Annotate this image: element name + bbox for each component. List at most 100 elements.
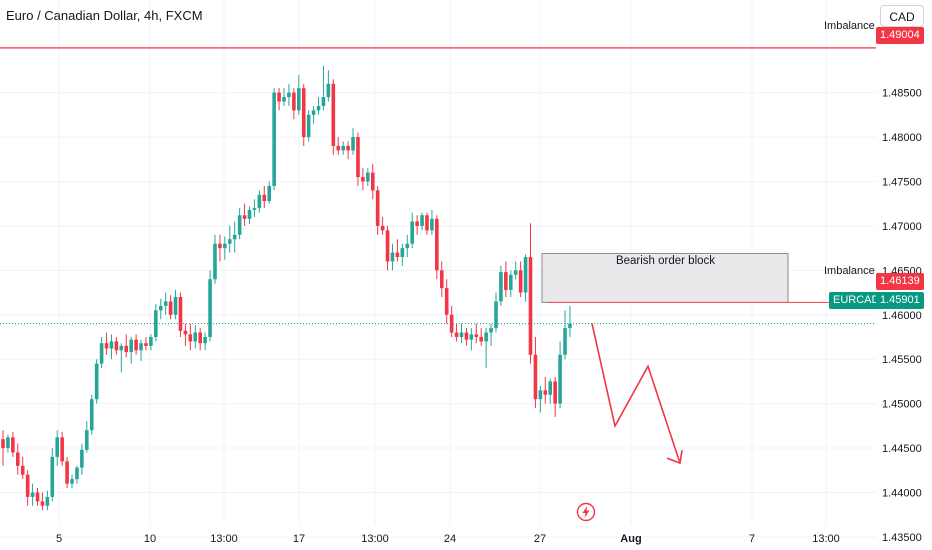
- candle-body: [356, 137, 360, 178]
- candle-body: [425, 215, 429, 231]
- imbalance-top-price-tag: 1.49004: [876, 27, 924, 44]
- candle-body: [55, 437, 60, 457]
- y-tick-label: 1.46000: [882, 310, 922, 322]
- candle-body: [346, 145, 350, 151]
- y-axis: 1.485001.480001.475001.470001.465001.460…: [882, 88, 922, 544]
- candle-body: [297, 88, 301, 111]
- y-tick-label: 1.44000: [882, 487, 922, 499]
- candle-body: [469, 334, 474, 340]
- candle-body: [15, 452, 20, 466]
- candle-body: [188, 334, 193, 342]
- candle-body: [538, 390, 543, 400]
- candle-body: [449, 314, 454, 333]
- lightning-icon[interactable]: [576, 502, 596, 522]
- imbalance-mid-price-tag: 1.46139: [876, 273, 924, 290]
- candle-body: [134, 339, 138, 351]
- candle-body: [277, 92, 281, 102]
- candle-body: [543, 390, 548, 395]
- candle-body: [94, 363, 99, 400]
- candle-body: [168, 301, 173, 315]
- x-tick-label: 27: [534, 533, 546, 545]
- last-price-tag: 1.45901: [876, 292, 924, 309]
- candle-body: [163, 301, 168, 306]
- candle-body: [301, 88, 306, 138]
- candle-body: [223, 243, 227, 249]
- candle-body: [20, 465, 25, 475]
- projection-path: [591, 323, 681, 464]
- candle-body: [385, 230, 390, 262]
- candle-body: [370, 172, 375, 191]
- candle-body: [326, 83, 331, 98]
- candle-body: [311, 110, 316, 115]
- candle-body: [331, 83, 336, 146]
- candle-body: [85, 430, 89, 450]
- y-tick-label: 1.43500: [882, 532, 922, 544]
- candle-body: [158, 305, 163, 311]
- candle-body: [114, 341, 119, 351]
- candle-body: [119, 345, 124, 351]
- candle-body: [60, 437, 64, 462]
- candle-body: [183, 330, 188, 335]
- candle-body: [193, 332, 198, 342]
- candle-body: [361, 177, 365, 182]
- candle-body: [439, 270, 444, 289]
- candle-body: [479, 336, 484, 342]
- candle-body: [504, 272, 508, 290]
- candle-body: [30, 492, 35, 497]
- candle-body: [430, 218, 434, 231]
- order-block-label: Bearish order block: [615, 255, 716, 267]
- candle-body: [513, 270, 518, 275]
- x-tick-label: 10: [144, 533, 156, 545]
- candle-body: [420, 215, 424, 226]
- projection-arrow: [591, 323, 683, 465]
- candle-body: [306, 114, 311, 138]
- y-tick-label: 1.47000: [882, 221, 922, 233]
- candle-body: [341, 145, 345, 151]
- candle-body: [464, 332, 469, 340]
- candle-body: [454, 332, 459, 337]
- candle-body: [508, 274, 513, 290]
- level-lines: [0, 47, 876, 325]
- imbalance-mid-label: Imbalance: [824, 265, 875, 277]
- x-tick-label: 5: [56, 533, 62, 545]
- candle-body: [316, 105, 321, 111]
- candle-body: [139, 343, 143, 351]
- candle-body: [242, 215, 247, 219]
- candle-body: [237, 215, 242, 235]
- candles: [1, 65, 572, 511]
- candle-body: [35, 492, 40, 502]
- candle-body: [415, 221, 419, 226]
- candle-body: [366, 172, 370, 182]
- candle-body: [435, 218, 439, 271]
- currency-button[interactable]: CAD: [880, 5, 924, 27]
- candle-body: [80, 449, 84, 468]
- candle-body: [89, 399, 94, 431]
- candle-body: [25, 474, 30, 497]
- x-tick-label: 13:00: [812, 533, 840, 545]
- candle-body: [282, 97, 286, 102]
- candle-body: [558, 354, 562, 404]
- y-tick-label: 1.48000: [882, 132, 922, 144]
- candle-body: [390, 252, 395, 262]
- x-tick-label: 13:00: [361, 533, 389, 545]
- candle-body: [232, 234, 237, 240]
- candle-body: [375, 190, 380, 226]
- symbol-tag: EURCAD: [829, 292, 884, 309]
- candle-body: [227, 239, 232, 244]
- candle-body: [494, 301, 498, 329]
- chart-title: Euro / Canadian Dollar, 4h, FXCM: [6, 8, 203, 23]
- candle-body: [523, 257, 528, 293]
- candle-body: [173, 296, 178, 315]
- candle-body: [563, 328, 567, 355]
- candle-body: [499, 272, 503, 302]
- candle-body: [351, 137, 355, 151]
- x-tick-label: 7: [749, 533, 755, 545]
- y-tick-label: 1.47500: [882, 176, 922, 188]
- candle-body: [144, 343, 148, 346]
- candle-body: [213, 243, 217, 280]
- candle-body: [149, 336, 153, 346]
- y-tick-label: 1.45500: [882, 354, 922, 366]
- candle-body: [198, 332, 202, 344]
- candle-body: [548, 381, 553, 395]
